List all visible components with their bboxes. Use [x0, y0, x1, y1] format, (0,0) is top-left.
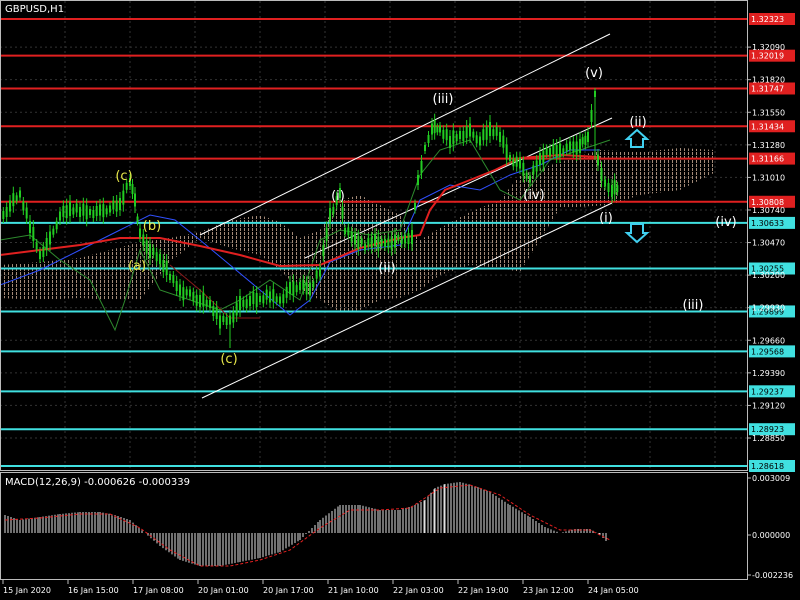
time-tick-label: 24 Jan 05:00	[588, 586, 639, 595]
macd-tick-label: 0.000000	[752, 531, 790, 540]
time-tick-label: 16 Jan 15:00	[68, 586, 119, 595]
horizontal-levels[interactable]: 1.32323 1.32019 1.31747 1.31434 1.31166 1.308…	[0, 13, 795, 472]
level-price-tag	[749, 216, 795, 229]
level-price-tag	[749, 385, 795, 398]
time-tick-label: 21 Jan 10:00	[328, 586, 379, 595]
main-panel-frame	[0, 0, 748, 471]
price-tick-label: 1.29930	[752, 304, 785, 313]
trend-channel[interactable]	[199, 33, 613, 399]
price-tick-label: 1.31550	[752, 108, 785, 117]
wave-label: (i)	[331, 189, 345, 204]
wave-label: (iii)	[433, 92, 454, 107]
level-price-label: 1.29899	[751, 307, 784, 316]
price-tick-label: 1.29660	[752, 336, 785, 345]
wave-label: (ii)	[629, 115, 646, 130]
price-tick-label: 1.31820	[752, 76, 785, 85]
level-price-tag	[749, 82, 795, 95]
time-tick-label: 20 Jan 17:00	[263, 586, 314, 595]
wave-labels: (c) (b) (a) (c) (i) (ii) (iii) (iv) (v) (i) (ii) (i…	[115, 66, 736, 367]
price-axis: 1.32090 1.31820 1.31550 1.31280 1.31010 1.307…	[747, 43, 785, 443]
price-tick-label: 1.31280	[752, 141, 785, 150]
price-tick-label: 1.30200	[752, 271, 785, 280]
macd-axis: 0.003009 0.000000 -0.002236	[747, 474, 793, 580]
level-price-label: 1.29568	[751, 347, 784, 356]
time-tick-label: 20 Jan 01:00	[198, 586, 249, 595]
price-tick-label: 1.32090	[752, 43, 785, 52]
level-price-tag	[749, 49, 795, 62]
price-tick-label: 1.31010	[752, 173, 785, 182]
level-price-tag	[749, 152, 795, 165]
wave-label: (c)	[115, 169, 132, 184]
level-price-label: 1.30633	[751, 219, 784, 228]
price-tick-label: 1.30740	[752, 206, 785, 215]
price-tick-label: 1.29390	[752, 369, 785, 378]
level-price-label: 1.28923	[751, 425, 784, 434]
wave-label: (v)	[585, 66, 603, 81]
time-tick-label: 22 Jan 19:00	[458, 586, 509, 595]
arrow-down-icon[interactable]	[624, 223, 650, 244]
dark-green-indicator-line	[0, 139, 611, 332]
wave-label: (iii)	[683, 298, 704, 313]
signal-arrows[interactable]	[624, 128, 650, 244]
level-price-label: 1.28618	[751, 462, 784, 471]
time-tick-label: 15 Jan 2020	[3, 586, 51, 595]
channel-lower-line[interactable]	[201, 202, 613, 399]
time-tick-label: 22 Jan 03:00	[393, 586, 444, 595]
level-price-label: 1.31434	[751, 122, 784, 131]
level-price-label: 1.32019	[751, 52, 784, 61]
time-tick-label: 23 Jan 12:00	[523, 586, 574, 595]
channel-upper-line[interactable]	[199, 33, 611, 236]
wave-label: (a)	[128, 259, 146, 274]
symbol-label: GBPUSD,H1	[5, 4, 64, 15]
level-price-tag	[749, 120, 795, 133]
wave-label: (iv)	[523, 188, 544, 203]
wave-label: (iv)	[715, 215, 736, 230]
level-price-label: 1.32323	[751, 15, 784, 24]
wave-label: (i)	[599, 211, 613, 226]
price-tick-label: 1.28850	[752, 434, 785, 443]
wave-label: (b)	[143, 219, 161, 234]
wave-label: (c)	[220, 352, 237, 367]
level-price-label: 1.31166	[751, 155, 784, 164]
macd-tick-label: -0.002236	[752, 571, 793, 580]
red-moving-average	[0, 153, 601, 268]
level-price-tag	[749, 460, 795, 472]
level-price-label: 1.30255	[751, 264, 784, 273]
level-price-tag	[749, 13, 795, 25]
level-price-tag	[749, 305, 795, 318]
level-price-tag	[749, 345, 795, 358]
price-tick-label: 1.29120	[752, 401, 785, 410]
level-price-tag	[749, 262, 795, 275]
macd-signal-line	[4, 484, 611, 567]
level-price-tag	[749, 195, 795, 208]
level-price-label: 1.30808	[751, 198, 784, 207]
channel-mid-line[interactable]	[304, 117, 613, 259]
arrow-up-icon[interactable]	[624, 128, 650, 148]
time-axis: 15 Jan 2020 16 Jan 15:00 17 Jan 08:00 20 Ja…	[2, 580, 639, 595]
price-tick-label: 1.30470	[752, 239, 785, 248]
time-tick-label: 17 Jan 08:00	[133, 586, 184, 595]
macd-panel-frame	[0, 472, 748, 580]
macd-tick-label: 0.003009	[752, 474, 790, 483]
macd-histogram	[4, 482, 607, 566]
macd-label: MACD(12,26,9) -0.000626 -0.000339	[5, 477, 190, 488]
dark-red-indicator-line	[169, 264, 260, 319]
level-price-label: 1.29237	[751, 387, 784, 396]
level-price-tag	[749, 423, 795, 436]
wave-label: (ii)	[378, 261, 395, 276]
level-price-label: 1.31747	[751, 84, 784, 93]
price-series[interactable]	[0, 88, 619, 348]
